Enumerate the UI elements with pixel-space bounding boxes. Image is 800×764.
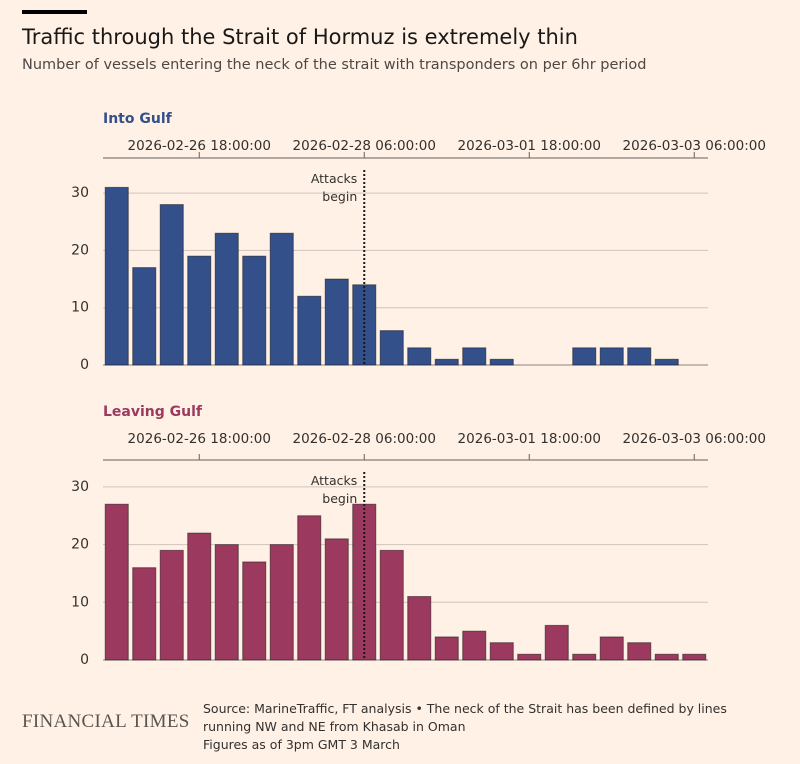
bar — [297, 295, 322, 366]
bar — [407, 347, 432, 366]
bar — [434, 358, 459, 366]
bar — [187, 255, 212, 366]
bar — [242, 255, 267, 366]
bar — [462, 347, 487, 366]
bar — [324, 278, 349, 366]
bar — [462, 630, 487, 661]
bar — [214, 232, 239, 366]
top-bar — [22, 10, 87, 14]
y-tick-label: 20 — [71, 242, 89, 258]
bar — [352, 284, 377, 366]
bar — [572, 347, 597, 366]
bar — [132, 267, 157, 366]
source: Source: MarineTraffic, FT analysis • The… — [203, 700, 778, 754]
bar — [489, 642, 514, 661]
bar — [407, 596, 432, 661]
bar — [627, 347, 652, 366]
bar — [159, 549, 184, 661]
bar — [132, 567, 157, 661]
bar — [104, 503, 129, 661]
bar — [242, 561, 267, 661]
y-tick-label: 20 — [71, 537, 89, 553]
bar — [269, 544, 294, 661]
x-tick-label: 2026-02-26 18:00:00 — [128, 138, 271, 154]
x-tick-label: 2026-02-26 18:00:00 — [128, 431, 271, 447]
x-tick-label: 2026-03-03 06:00:00 — [623, 431, 766, 447]
x-tick-label: 2026-03-03 06:00:00 — [623, 138, 766, 154]
y-tick-label: 0 — [80, 357, 89, 373]
bar — [654, 653, 679, 661]
bar — [599, 636, 624, 661]
bar — [214, 544, 239, 661]
bar — [627, 642, 652, 661]
logo: FINANCIAL TIMES — [22, 711, 190, 732]
chart-title: Traffic through the Strait of Hormuz is … — [21, 25, 578, 49]
as-of-note: Figures as of 3pm GMT 3 March — [203, 737, 400, 752]
chart-subtitle: Number of vessels entering the neck of t… — [22, 57, 646, 73]
y-tick-label: 10 — [71, 300, 89, 316]
bar — [434, 636, 459, 661]
bar — [599, 347, 624, 366]
annotation: Attacks begin — [310, 473, 358, 506]
y-tick-label: 30 — [71, 479, 89, 495]
bar — [104, 186, 129, 366]
bar — [654, 358, 679, 366]
bar — [489, 358, 514, 366]
y-tick-label: 10 — [71, 594, 89, 610]
bar — [324, 538, 349, 661]
x-tick-label: 2026-03-01 18:00:00 — [458, 138, 601, 154]
y-tick-label: 30 — [71, 185, 89, 201]
x-tick-label: 2026-02-28 06:00:00 — [293, 431, 436, 447]
annotation: Attacks begin — [310, 171, 358, 204]
bar — [187, 532, 212, 661]
bar — [517, 653, 542, 661]
bar — [297, 515, 322, 661]
panel-title: Into Gulf — [103, 111, 173, 127]
bar — [544, 624, 569, 661]
bar — [379, 330, 404, 366]
bar — [682, 653, 707, 661]
bar — [379, 549, 404, 661]
panel-title: Leaving Gulf — [103, 404, 203, 420]
x-tick-label: 2026-03-01 18:00:00 — [458, 431, 601, 447]
bar — [159, 204, 184, 366]
bar — [269, 232, 294, 366]
bar — [572, 653, 597, 661]
source-note: Source: MarineTraffic, FT analysis • The… — [203, 701, 727, 734]
x-tick-label: 2026-02-28 06:00:00 — [293, 138, 436, 154]
y-tick-label: 0 — [80, 652, 89, 668]
